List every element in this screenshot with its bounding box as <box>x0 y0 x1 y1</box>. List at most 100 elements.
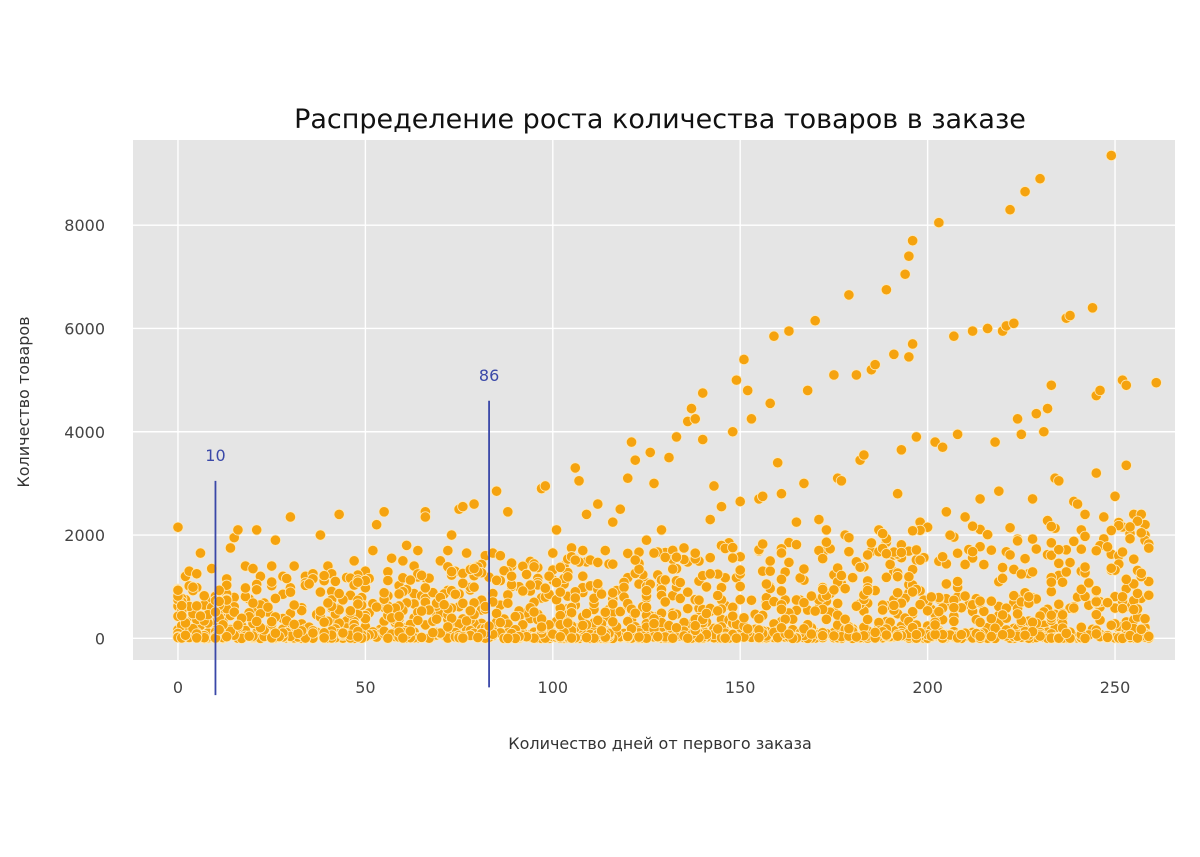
data-point <box>1045 576 1057 588</box>
data-point <box>1045 609 1057 621</box>
data-point <box>494 550 506 562</box>
data-point <box>1053 475 1065 487</box>
data-point <box>228 606 240 618</box>
data-point <box>550 524 563 536</box>
data-point <box>880 548 892 560</box>
data-point <box>1150 377 1162 389</box>
data-point <box>966 546 979 558</box>
data-point <box>442 621 454 633</box>
data-point <box>948 602 960 614</box>
data-point <box>269 534 282 546</box>
data-point <box>1045 549 1057 561</box>
data-point <box>903 351 915 363</box>
data-point <box>562 617 574 629</box>
data-point <box>172 584 184 596</box>
data-point <box>907 338 919 350</box>
data-point <box>371 519 383 531</box>
data-point <box>907 606 919 618</box>
data-point <box>858 449 870 461</box>
data-point <box>622 630 634 643</box>
data-point <box>607 587 619 599</box>
data-point <box>835 569 848 582</box>
data-point <box>288 560 300 572</box>
data-point <box>243 630 255 642</box>
data-point <box>284 511 297 523</box>
data-point <box>888 599 900 611</box>
data-point <box>416 631 428 643</box>
data-point <box>266 616 278 628</box>
data-point <box>843 546 855 558</box>
data-point <box>352 576 364 588</box>
data-point <box>704 568 716 580</box>
data-point <box>809 605 821 617</box>
data-point <box>892 571 904 583</box>
data-point <box>820 536 833 548</box>
data-point <box>554 561 566 573</box>
data-point <box>933 606 945 618</box>
data-point <box>468 581 480 593</box>
data-point <box>1116 546 1129 558</box>
data-point <box>251 524 263 536</box>
data-point <box>1026 493 1039 505</box>
data-point <box>757 490 769 502</box>
data-point <box>892 587 904 599</box>
data-point <box>734 495 746 508</box>
data-point <box>213 595 225 607</box>
data-point <box>625 436 638 448</box>
data-point <box>416 569 428 581</box>
data-point <box>1120 379 1132 391</box>
data-point <box>1030 543 1042 555</box>
data-point <box>682 603 694 615</box>
data-point <box>1105 149 1117 162</box>
data-point <box>783 628 795 640</box>
data-point <box>569 554 581 566</box>
data-point <box>727 426 739 438</box>
data-point <box>775 603 788 615</box>
data-point <box>528 561 540 573</box>
data-point <box>880 284 892 296</box>
data-point <box>607 616 619 628</box>
data-point <box>783 325 795 337</box>
data-point <box>296 604 308 617</box>
data-point <box>460 615 473 627</box>
data-point <box>775 573 788 585</box>
data-point <box>996 629 1009 641</box>
data-point <box>1101 597 1114 609</box>
data-point <box>517 585 529 597</box>
data-point <box>798 563 810 575</box>
data-point <box>1004 522 1016 534</box>
y-tick-label: 2000 <box>64 526 105 545</box>
data-point <box>682 586 694 598</box>
data-point <box>985 613 997 625</box>
data-point <box>1041 402 1054 415</box>
data-point <box>899 268 911 280</box>
data-point <box>704 513 716 526</box>
data-point <box>985 595 997 607</box>
data-point <box>1131 515 1144 527</box>
data-point <box>1098 511 1110 523</box>
data-point <box>318 632 330 644</box>
data-point <box>592 556 604 569</box>
data-point <box>333 588 345 600</box>
data-point <box>307 627 319 639</box>
data-point <box>442 544 454 557</box>
data-point <box>1143 630 1155 642</box>
data-point <box>1101 631 1114 643</box>
data-point <box>1109 490 1121 502</box>
data-point <box>247 562 259 575</box>
data-point <box>817 552 829 565</box>
data-point <box>1116 602 1129 615</box>
x-tick-label: 100 <box>538 678 569 697</box>
data-point <box>670 431 683 443</box>
data-point <box>1011 608 1024 620</box>
data-point <box>1011 413 1024 425</box>
data-point <box>367 544 379 557</box>
data-point <box>1060 627 1072 639</box>
data-point <box>981 322 994 335</box>
data-point <box>239 582 252 594</box>
data-point <box>232 524 244 536</box>
annotation-label: 86 <box>479 366 499 385</box>
data-point <box>1068 535 1080 547</box>
data-point <box>730 374 743 386</box>
data-point <box>734 580 746 593</box>
